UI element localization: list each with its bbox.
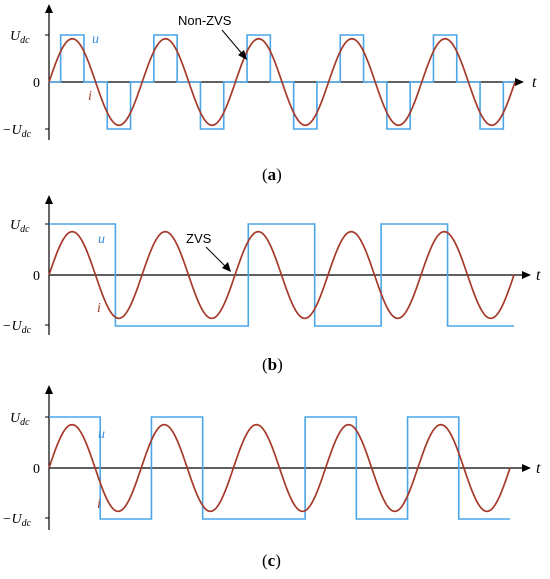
x-axis-arrow-b bbox=[522, 271, 531, 279]
series-label-u-a: u bbox=[92, 32, 99, 47]
tick-label-top-b: Udc bbox=[10, 218, 30, 235]
y-axis-arrow-b bbox=[45, 195, 53, 204]
panel-a: Udc 0 −Udc t u i Non-ZVS bbox=[2, 4, 537, 140]
series-i-b bbox=[48, 230, 515, 320]
series-label-i-a: i bbox=[88, 89, 92, 104]
y-axis-arrow-c bbox=[45, 385, 53, 394]
y-axis-arrow-a bbox=[45, 4, 53, 13]
series-i-c bbox=[48, 423, 511, 513]
tick-label-bottom-c: −Udc bbox=[2, 512, 32, 529]
panel-c: Udc 0 −Udc t u i bbox=[2, 385, 541, 530]
caption-c: (c) bbox=[262, 551, 281, 570]
caption-a: (a) bbox=[262, 165, 282, 184]
annotation-non-zvs: Non-ZVS bbox=[178, 13, 232, 28]
series-u-b bbox=[49, 223, 514, 327]
panel-b: Udc 0 −Udc t u i ZVS bbox=[2, 195, 541, 336]
series-i-a bbox=[48, 37, 516, 127]
annotation-zvs: ZVS bbox=[186, 231, 212, 246]
series-label-i-b: i bbox=[97, 301, 101, 316]
x-axis-arrow-a bbox=[515, 78, 524, 86]
annotation-arrow-b bbox=[205, 246, 228, 269]
tick-label-top-c: Udc bbox=[10, 411, 30, 428]
caption-b: (b) bbox=[262, 355, 283, 374]
annotation-arrowhead-b bbox=[222, 262, 231, 272]
x-label-c: t bbox=[536, 460, 541, 477]
annotation-arrow-a bbox=[221, 29, 245, 57]
series-label-u-b: u bbox=[98, 232, 105, 247]
series-label-i-c: i bbox=[97, 497, 101, 512]
tick-label-zero-c: 0 bbox=[33, 462, 40, 477]
tick-label-zero-b: 0 bbox=[33, 269, 40, 284]
tick-label-bottom-a: −Udc bbox=[2, 123, 32, 140]
x-label-b: t bbox=[536, 267, 541, 284]
series-u-c bbox=[49, 416, 510, 520]
x-label-a: t bbox=[532, 74, 537, 91]
annotation-arrowhead-a bbox=[238, 50, 247, 60]
series-label-u-c: u bbox=[98, 427, 105, 442]
tick-label-bottom-b: −Udc bbox=[2, 319, 32, 336]
x-axis-arrow-c bbox=[522, 464, 531, 472]
tick-label-zero-a: 0 bbox=[33, 76, 40, 91]
tick-label-top-a: Udc bbox=[10, 29, 30, 46]
